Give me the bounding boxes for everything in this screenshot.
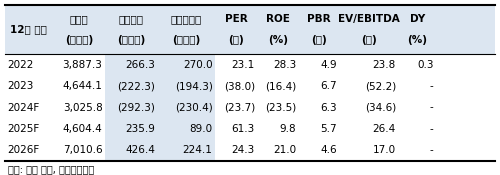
Text: (222.3): (222.3): [117, 81, 155, 91]
Text: 266.3: 266.3: [125, 60, 155, 70]
Text: ROE: ROE: [266, 14, 290, 24]
Bar: [5, 5, 495, 54]
Text: 24.3: 24.3: [232, 145, 255, 155]
Text: 지배순이익: 지배순이익: [170, 14, 202, 24]
Text: -: -: [430, 81, 434, 91]
Text: (194.3): (194.3): [174, 81, 212, 91]
Bar: [5, 140, 495, 161]
Text: (230.4): (230.4): [175, 103, 212, 113]
Text: (52.2): (52.2): [364, 81, 396, 91]
Bar: [158, 118, 215, 140]
Text: 매출액: 매출액: [70, 14, 88, 24]
Bar: [105, 140, 158, 161]
Bar: [158, 76, 215, 97]
Text: (십억원): (십억원): [117, 35, 145, 45]
Bar: [5, 118, 495, 140]
Text: DY: DY: [410, 14, 425, 24]
Text: (292.3): (292.3): [117, 103, 155, 113]
Text: 3,025.8: 3,025.8: [63, 103, 102, 113]
Text: 89.0: 89.0: [190, 124, 212, 134]
Bar: [5, 54, 495, 76]
Text: 26.4: 26.4: [372, 124, 396, 134]
Text: 4.6: 4.6: [320, 145, 337, 155]
Text: 2022: 2022: [8, 60, 34, 70]
Text: -: -: [430, 103, 434, 113]
Text: 2023: 2023: [8, 81, 34, 91]
Text: -: -: [430, 124, 434, 134]
Bar: [5, 76, 495, 97]
Text: PBR: PBR: [307, 14, 331, 24]
Text: EV/EBITDA: EV/EBITDA: [338, 14, 400, 24]
Text: (십억원): (십억원): [172, 35, 201, 45]
Text: 6.7: 6.7: [320, 81, 337, 91]
Text: -: -: [430, 145, 434, 155]
Bar: [158, 140, 215, 161]
Text: 6.3: 6.3: [320, 103, 337, 113]
Text: PER: PER: [225, 14, 248, 24]
Text: (38.0): (38.0): [224, 81, 255, 91]
Text: 17.0: 17.0: [373, 145, 396, 155]
Text: 5.7: 5.7: [320, 124, 337, 134]
Bar: [105, 54, 158, 76]
Text: (23.7): (23.7): [224, 103, 255, 113]
Bar: [158, 54, 215, 76]
Bar: [158, 97, 215, 118]
Text: 9.8: 9.8: [280, 124, 296, 134]
Text: 12월 결산: 12월 결산: [10, 25, 47, 34]
Text: 7,010.6: 7,010.6: [63, 145, 102, 155]
Text: (배): (배): [228, 35, 244, 45]
Text: (십억원): (십억원): [64, 35, 93, 45]
Text: 270.0: 270.0: [183, 60, 212, 70]
Bar: [105, 118, 158, 140]
Text: 224.1: 224.1: [182, 145, 212, 155]
Text: 4,604.4: 4,604.4: [63, 124, 102, 134]
Text: (배): (배): [311, 35, 327, 45]
Text: 61.3: 61.3: [232, 124, 255, 134]
Bar: [105, 97, 158, 118]
Text: 4.9: 4.9: [320, 60, 337, 70]
Text: (%): (%): [268, 35, 288, 45]
Text: (16.4): (16.4): [265, 81, 296, 91]
Bar: [105, 76, 158, 97]
Text: 영업이익: 영업이익: [119, 14, 144, 24]
Text: 28.3: 28.3: [273, 60, 296, 70]
Text: (%): (%): [407, 35, 427, 45]
Text: 2026F: 2026F: [8, 145, 40, 155]
Text: 2024F: 2024F: [8, 103, 40, 113]
Text: 2025F: 2025F: [8, 124, 40, 134]
Text: 23.1: 23.1: [232, 60, 255, 70]
Text: (배): (배): [361, 35, 377, 45]
Text: (23.5): (23.5): [265, 103, 296, 113]
Text: 235.9: 235.9: [125, 124, 155, 134]
Text: 426.4: 426.4: [125, 145, 155, 155]
Text: (34.6): (34.6): [364, 103, 396, 113]
Text: 23.8: 23.8: [372, 60, 396, 70]
Text: 0.3: 0.3: [417, 60, 434, 70]
Bar: [5, 97, 495, 118]
Text: 4,644.1: 4,644.1: [62, 81, 102, 91]
Text: 21.0: 21.0: [273, 145, 296, 155]
Text: 3,887.3: 3,887.3: [62, 60, 102, 70]
Text: 자료: 회사 자료, 신한투자증권: 자료: 회사 자료, 신한투자증권: [8, 164, 94, 174]
Bar: [5, 161, 495, 175]
